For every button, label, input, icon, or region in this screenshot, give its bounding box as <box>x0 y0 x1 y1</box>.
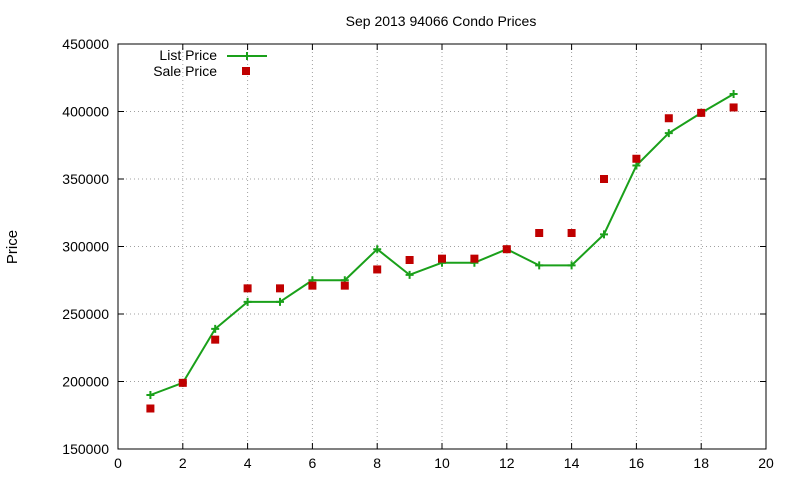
y-tick-label: 150000 <box>62 441 109 457</box>
x-tick-label: 6 <box>309 455 317 471</box>
sale-price-point <box>535 229 544 237</box>
sale-price-point <box>470 254 479 263</box>
sale-price-point <box>438 254 446 263</box>
sale-price-point <box>600 175 608 183</box>
legend-entry-list-price: List Price <box>159 47 267 63</box>
list-price-point <box>567 261 576 270</box>
sale-price-point <box>243 284 252 293</box>
sale-price-point <box>146 404 155 413</box>
sale-price-point <box>276 284 284 293</box>
x-tick-label: 10 <box>434 455 450 471</box>
legend-entry-sale-price: Sale Price <box>153 63 250 79</box>
sale-price-point <box>340 281 349 290</box>
sale-price-point <box>178 378 187 387</box>
x-tick-label: 12 <box>499 455 515 471</box>
x-tick-label: 18 <box>693 455 709 471</box>
list-price-point <box>211 324 220 333</box>
x-tick-label: 20 <box>758 455 774 471</box>
list-price-point <box>405 270 414 279</box>
legend-marker-list-price <box>243 52 251 60</box>
chart-title: Sep 2013 94066 Condo Prices <box>346 13 537 29</box>
list-price-point <box>146 391 155 399</box>
sale-price-point <box>567 229 576 237</box>
sale-price-point <box>405 256 414 264</box>
y-tick-label: 200000 <box>62 374 109 390</box>
list-price-point <box>373 245 382 254</box>
list-price-point <box>729 89 738 98</box>
list-price-point <box>664 129 673 138</box>
sale-price-point <box>308 281 317 290</box>
sale-price-point <box>729 103 738 112</box>
plot-frame <box>117 43 767 450</box>
x-tick-label: 14 <box>564 455 580 471</box>
grid <box>118 44 766 449</box>
legend-marker-sale-price <box>242 67 250 75</box>
x-tick-label: 16 <box>629 455 645 471</box>
legend-label-sale-price: Sale Price <box>153 63 217 79</box>
sale-price-point <box>697 108 706 117</box>
x-tick-label: 0 <box>114 455 122 471</box>
y-tick-label: 450000 <box>62 36 109 52</box>
x-tick-label: 8 <box>373 455 381 471</box>
sale-price-point <box>211 335 220 344</box>
series <box>146 89 738 413</box>
sale-price-point <box>373 265 382 274</box>
y-tick-label: 350000 <box>62 171 109 187</box>
ticks: 0 2 4 6 8 10 12 14 16 18 20 150000 200000 250000 30000… <box>62 36 774 471</box>
x-tick-label: 4 <box>244 455 252 471</box>
sale-price-point <box>664 114 673 123</box>
legend-label-list-price: List Price <box>159 47 217 63</box>
sale-price-point <box>632 154 641 163</box>
list-price-point <box>535 261 544 270</box>
list-price-point <box>632 161 641 170</box>
y-axis-label: Price <box>4 230 21 264</box>
series-sale-price <box>146 103 738 413</box>
y-tick-label: 250000 <box>62 306 109 322</box>
list-price-point <box>243 297 252 306</box>
list-price-point <box>600 230 608 239</box>
sale-price-point <box>502 245 511 254</box>
legend: List Price Sale Price <box>153 47 267 79</box>
y-tick-label: 400000 <box>62 104 109 120</box>
list-price-point <box>276 297 284 306</box>
x-tick-label: 2 <box>179 455 187 471</box>
y-tick-label: 300000 <box>62 239 109 255</box>
